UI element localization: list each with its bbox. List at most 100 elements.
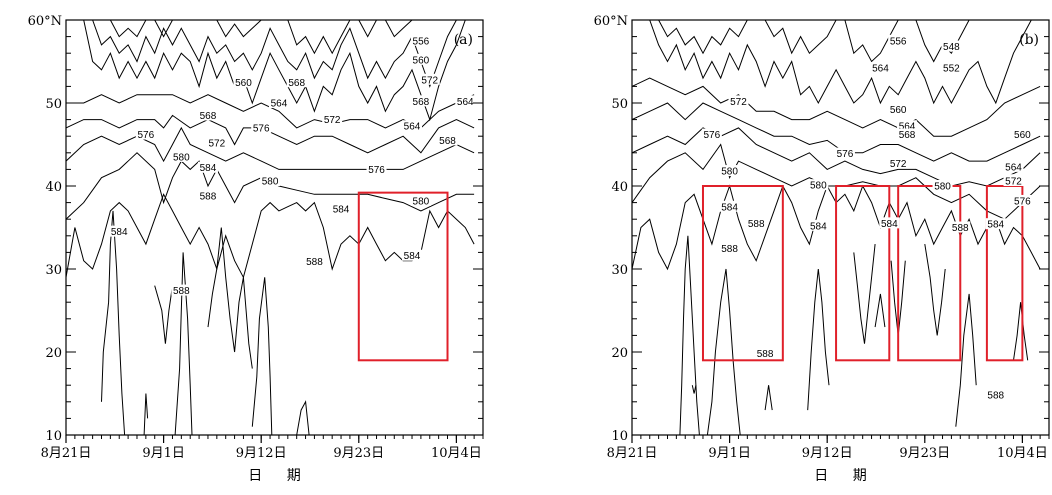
contour-label-bg — [268, 97, 289, 108]
contour-line-5 — [83, 20, 466, 122]
y-tick-label: 20 — [611, 346, 628, 361]
contour-line-10 — [287, 20, 351, 55]
contour-label-0: 556 — [890, 36, 907, 47]
contour-line-19 — [874, 293, 886, 328]
panel-label: (b) — [1019, 32, 1039, 48]
contour-label-2: 552 — [943, 64, 960, 75]
contour-label-bg — [410, 53, 431, 65]
contour-label-13: 572 — [208, 138, 225, 149]
contour-line-5 — [649, 20, 1032, 105]
x-tick-label: 10月4日 — [431, 446, 482, 461]
contour-line-18 — [296, 400, 310, 435]
contour-label-17: 576 — [368, 165, 385, 176]
y-tick-label: 50 — [45, 97, 62, 112]
contour-line-15 — [207, 227, 253, 369]
contour-label-bg — [402, 249, 423, 261]
contour-label-6: 568 — [288, 78, 305, 89]
contour-label-bg — [870, 62, 891, 74]
contour-label-8: 568 — [200, 111, 217, 122]
contour-label-22: 584 — [111, 227, 128, 238]
contour-label-9: 572 — [324, 115, 341, 126]
contour-label-bg — [950, 221, 971, 233]
x-tick-label: 9月23日 — [333, 446, 384, 461]
contour-label-bg — [932, 180, 953, 191]
contour-label-7: 564 — [899, 122, 916, 133]
contour-label-3: 568 — [413, 97, 430, 108]
contour-line-17 — [1013, 302, 1029, 361]
contour-label-bg — [719, 165, 740, 177]
contour-label-bg — [941, 62, 962, 74]
contour-label-bg — [1012, 194, 1033, 206]
contour-label-12: 564 — [1005, 162, 1022, 173]
plot-frame — [65, 19, 484, 436]
contour-label-17: 580 — [934, 182, 951, 193]
x-tick-label: 8月21日 — [41, 446, 92, 461]
contour-label-11: 572 — [890, 159, 907, 170]
contour-label-bg — [135, 128, 156, 140]
y-tick-label: 10 — [45, 429, 62, 444]
contour-line-4 — [632, 77, 1041, 137]
contour-label-22: 588 — [952, 223, 969, 234]
contour-lines — [632, 20, 1041, 435]
contour-line-14 — [174, 252, 193, 435]
x-tick-label: 8月21日 — [607, 446, 658, 461]
contour-label-bg — [888, 157, 909, 169]
x-tick-label: 9月23日 — [899, 446, 950, 461]
highlight-box-0 — [701, 185, 784, 362]
contour-label-10: 576 — [837, 149, 854, 160]
x-axis-label: 日 期 — [814, 468, 876, 484]
contour-label-20: 584 — [810, 221, 827, 232]
contour-line-8 — [154, 20, 173, 38]
contour-label-23: 584 — [881, 219, 898, 230]
contour-label-bg — [746, 217, 767, 229]
contour-line-10 — [679, 235, 700, 435]
contour-label-bg — [985, 389, 1006, 401]
contour-line-7 — [109, 20, 147, 38]
contour-label-bg — [206, 136, 227, 148]
contour-label-bg — [897, 120, 918, 132]
contour-label-16: 572 — [1005, 177, 1022, 188]
contour-label-18: 576 — [1014, 196, 1031, 207]
contour-line-13 — [101, 210, 126, 435]
contour-label-9: 560 — [1014, 130, 1031, 141]
contour-line-6 — [92, 20, 457, 88]
y-tick-label: 60°N — [28, 14, 62, 29]
contour-label-7: 564 — [271, 99, 288, 110]
contour-line-11 — [358, 20, 377, 38]
y-tick-label: 10 — [611, 429, 628, 444]
y-tick-label: 40 — [611, 180, 628, 195]
contour-label-2: 572 — [421, 75, 438, 86]
contour-label-bg — [701, 128, 722, 140]
contour-label-bg — [410, 194, 431, 206]
contour-label-bg — [109, 225, 130, 237]
contour-label-bg — [366, 163, 387, 175]
contour-label-bg — [171, 284, 192, 296]
contour-label-bg — [808, 179, 829, 191]
contour-label-bg — [755, 347, 776, 359]
contour-line-11 — [706, 268, 741, 435]
x-tick-label: 9月12日 — [236, 446, 287, 461]
x-tick-label: 9月12日 — [802, 446, 853, 461]
contour-label-bg — [260, 175, 281, 187]
contour-label-19: 588 — [200, 191, 217, 202]
contour-label-1: 548 — [943, 42, 960, 53]
contour-label-bg — [941, 40, 962, 52]
contour-label-bg — [1003, 175, 1024, 187]
contour-label-1: 560 — [413, 55, 430, 66]
contour-label-15: 580 — [810, 181, 827, 192]
contour-label-bg — [834, 147, 855, 159]
contour-label-bg — [402, 120, 423, 132]
contour-line-18 — [691, 385, 697, 394]
contour-line-15 — [924, 244, 946, 336]
highlight-box-0 — [357, 191, 449, 362]
contour-label-bg — [728, 95, 749, 107]
contour-line-12 — [384, 20, 413, 38]
contour-line-19 — [154, 285, 173, 344]
contour-label-25: 588 — [306, 257, 323, 268]
contour-label-23: 584 — [404, 251, 421, 262]
contour-line-2 — [632, 127, 1041, 187]
x-tick-label: 9月1日 — [708, 446, 751, 461]
contour-line-13 — [853, 244, 876, 344]
contour-label-bg — [197, 161, 218, 173]
